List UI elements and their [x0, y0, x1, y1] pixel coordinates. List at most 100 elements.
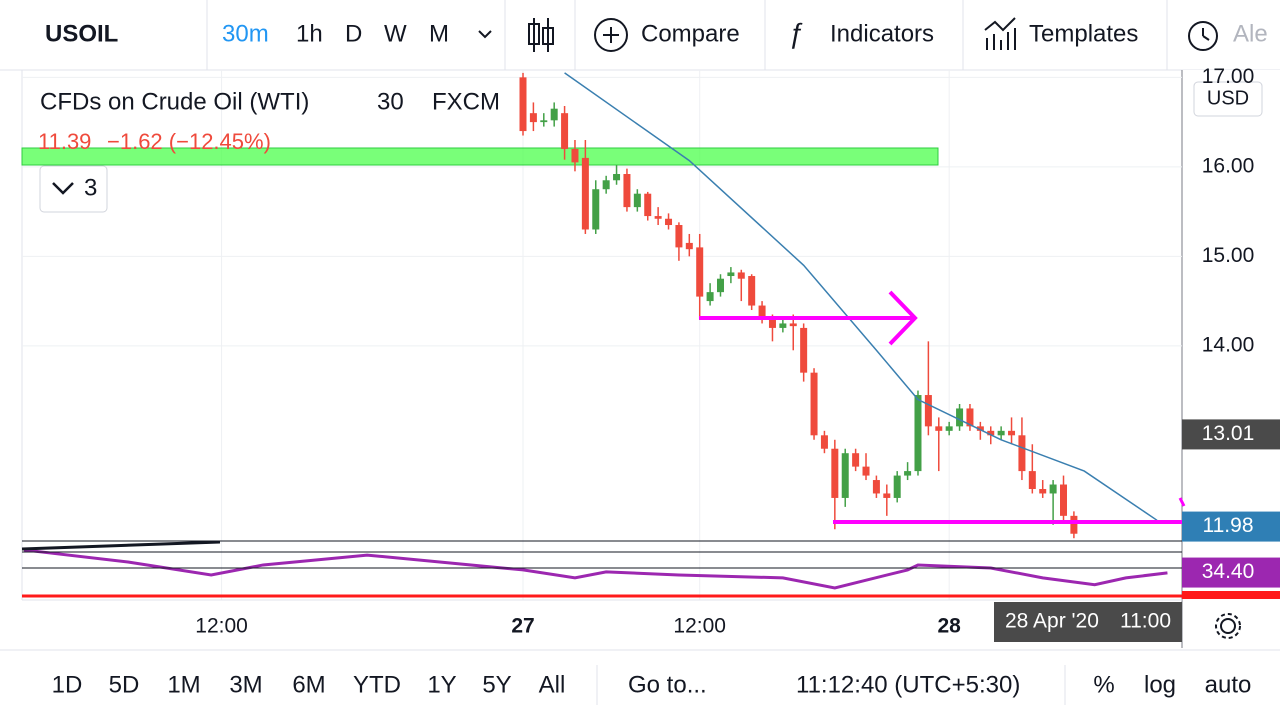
indicators-button[interactable]: Indicators [830, 20, 934, 47]
y-tick-label: 15.00 [1202, 244, 1255, 267]
candle-body [1039, 488, 1047, 494]
range-button[interactable]: All [539, 671, 566, 698]
toolbar-dividers [206, 0, 1168, 70]
chevron-icon[interactable] [52, 182, 74, 195]
candle-body [602, 180, 610, 190]
candle-body [800, 327, 808, 373]
range-button[interactable]: 5D [109, 671, 140, 698]
candle-body [820, 435, 828, 449]
crosshair-price-box [1182, 419, 1280, 450]
candle-body [997, 430, 1005, 436]
currency[interactable]: USD [1207, 87, 1249, 109]
candle-body [1008, 430, 1016, 436]
candle-body [956, 408, 964, 427]
plot [23, 72, 1168, 590]
toolbar [0, 0, 1280, 70]
price-scale [1182, 70, 1280, 650]
legend-price: 11.39 [38, 129, 91, 154]
x-tick-label: 12:00 [673, 615, 726, 638]
y-tick-label: 14.00 [1202, 333, 1255, 356]
legend-name: CFDs on Crude Oil (WTI) [40, 88, 309, 115]
candle-body [779, 323, 787, 328]
candle-body [727, 272, 735, 277]
interval-dropdown[interactable] [478, 30, 492, 39]
range-button[interactable]: 1D [52, 671, 83, 698]
candle-body [924, 395, 932, 427]
range-button[interactable]: 1M [167, 671, 200, 698]
scale-option[interactable]: log [1144, 671, 1176, 698]
zone-drawing [21, 147, 939, 166]
interval[interactable]: W [384, 20, 407, 47]
interval[interactable]: 30m [222, 20, 269, 47]
moving-average [564, 72, 1158, 521]
candle-body [987, 430, 995, 436]
candle-body [862, 466, 870, 476]
y-tick-label: 17.00 [1202, 65, 1255, 88]
indicators-toggle[interactable] [39, 165, 108, 213]
compare-icon[interactable] [594, 18, 628, 52]
candle-body [1060, 484, 1068, 516]
candle-body [904, 471, 912, 476]
scale-option[interactable]: % [1093, 671, 1114, 698]
candle-body [945, 426, 953, 431]
x-tick-label: 27 [511, 615, 534, 638]
candle-body [758, 305, 766, 319]
symbol[interactable]: USOIL [45, 20, 118, 47]
x-tick-label: 12:00 [195, 615, 248, 638]
candle-body [613, 174, 621, 181]
alert-icon[interactable] [1188, 21, 1218, 51]
rsi-level-box [1182, 591, 1280, 599]
indicators-icon[interactable]: ƒ [788, 17, 804, 48]
candle-body [706, 292, 714, 302]
candle-body [716, 278, 724, 293]
drawing-fragment [1178, 497, 1186, 507]
x-tick-label: 28 [937, 615, 961, 638]
candle-body [1018, 435, 1026, 472]
candle-body [841, 453, 849, 498]
interval[interactable]: D [345, 20, 362, 47]
candle-body [852, 453, 860, 467]
rsi-value-box [1182, 557, 1280, 588]
candle-body [1070, 515, 1078, 534]
candle-body [633, 193, 641, 208]
range-button[interactable]: 1Y [427, 671, 456, 698]
rsi-line [23, 548, 1168, 590]
candle-body [550, 108, 558, 121]
candle-body [519, 77, 527, 132]
trend-drawing [21, 540, 221, 551]
candle-body [561, 113, 569, 149]
candle-body [675, 225, 683, 248]
range-button[interactable]: 3M [229, 671, 262, 698]
range-button[interactable]: YTD [353, 671, 401, 698]
candle-body [529, 113, 537, 123]
clock: 11:12:40 (UTC+5:30) [796, 671, 1020, 698]
candle-body [935, 426, 943, 431]
candle-body [893, 475, 901, 498]
goto-button[interactable]: Go to... [628, 671, 707, 698]
candle-body [883, 493, 891, 498]
compare-button[interactable]: Compare [641, 20, 740, 47]
templates-icon[interactable] [984, 17, 1016, 50]
range-button[interactable]: 5Y [482, 671, 511, 698]
scale-option[interactable]: auto [1205, 671, 1252, 698]
footer: 1D 5D 1M 3M 6M YTD 1Y 5Y All% log auto [52, 671, 1252, 698]
templates-button[interactable]: Templates [1029, 20, 1138, 47]
settings-icon[interactable] [1215, 613, 1241, 639]
candle-body [654, 216, 662, 219]
crosshair-date: 28 Apr '20 [1005, 610, 1099, 633]
candle-body [685, 242, 693, 250]
candle-body [540, 120, 548, 123]
indicators-count[interactable]: 3 [84, 174, 97, 201]
candle-body [966, 408, 974, 427]
chart-type-icon[interactable] [528, 18, 554, 52]
crosshair-time-box [994, 602, 1182, 642]
candle-body [789, 323, 797, 327]
candle-body [914, 395, 922, 472]
currency-box[interactable] [1193, 81, 1263, 117]
range-button[interactable]: 6M [292, 671, 325, 698]
crosshair-price: 13.01 [1202, 422, 1255, 445]
interval[interactable]: M [429, 20, 449, 47]
last-price-box [1182, 511, 1280, 542]
interval[interactable]: 1h [296, 20, 323, 47]
alert-button[interactable]: Ale [1233, 20, 1268, 47]
